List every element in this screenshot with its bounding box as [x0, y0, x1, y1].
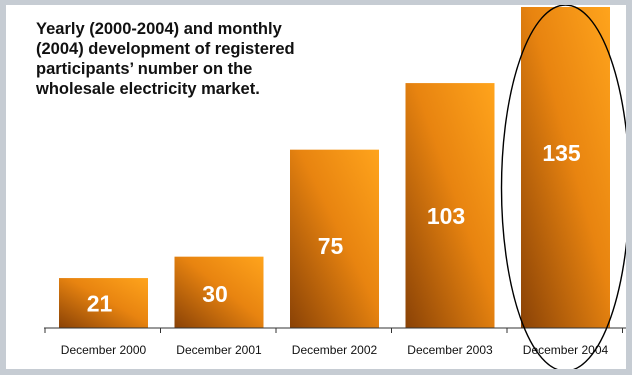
- data-label: 135: [542, 140, 581, 166]
- data-label: 21: [87, 291, 113, 317]
- x-tick-label: December 2002: [292, 343, 378, 357]
- x-tick-labels-group: December 2000 December 2001 December 2002 D…: [61, 343, 609, 357]
- bar-december-2000: [59, 278, 148, 328]
- x-tick-label: December 2003: [407, 343, 493, 357]
- chart-title: Yearly (2000-2004) and monthly (2004) de…: [36, 20, 295, 98]
- bar-december-2004: [521, 7, 610, 328]
- x-tick-label: December 2004: [523, 343, 609, 357]
- bar-december-2003: [405, 83, 495, 328]
- x-tick-label: December 2001: [176, 343, 262, 357]
- tick-marks-group: [44, 328, 623, 333]
- data-label: 75: [318, 233, 344, 259]
- x-tick-label: December 2000: [61, 343, 147, 357]
- data-label: 103: [427, 203, 465, 229]
- bar-december-2002: [290, 149, 379, 328]
- highlight-ellipse: [500, 5, 626, 369]
- data-label: 30: [202, 281, 228, 307]
- bar-chart: December 2000 December 2001 December 2002 D…: [44, 5, 626, 369]
- data-labels-group: 21 30 75 103 135: [87, 140, 581, 317]
- bars-group: [59, 7, 610, 328]
- bar-december-2001: [174, 256, 264, 328]
